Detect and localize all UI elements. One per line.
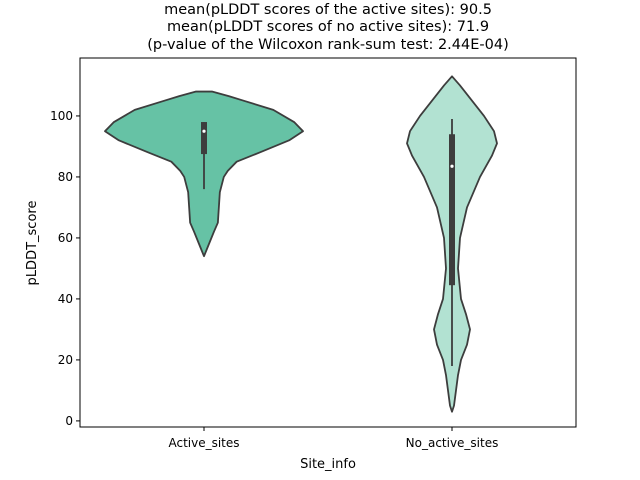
- violin-no-active-sites: [406, 75, 498, 413]
- y-axis-label: pLDDT_score: [25, 201, 40, 286]
- y-tick-label: 0: [65, 414, 73, 428]
- y-tick-label: 40: [58, 292, 73, 306]
- y-tick-label: 80: [58, 170, 73, 184]
- title-line-3: (p-value of the Wilcoxon rank-sum test: …: [147, 37, 508, 53]
- iqr-box: [449, 134, 455, 286]
- x-tick-label: No_active_sites: [406, 436, 499, 450]
- median-dot: [202, 129, 206, 133]
- chart-title: mean(pLDDT scores of the active sites): …: [147, 2, 508, 53]
- iqr-box: [201, 122, 207, 155]
- x-axis-label: Site_info: [300, 457, 356, 472]
- median-dot: [450, 164, 454, 168]
- y-tick-label: 100: [50, 109, 73, 123]
- title-line-1: mean(pLDDT scores of the active sites): …: [164, 2, 492, 18]
- violin-active-sites: [104, 90, 304, 258]
- title-line-2: mean(pLDDT scores of no active sites): 7…: [167, 19, 489, 35]
- y-tick-label: 60: [58, 231, 73, 245]
- plot-frame: [79, 57, 577, 428]
- x-tick-label: Active_sites: [168, 436, 239, 450]
- y-tick-label: 20: [58, 353, 73, 367]
